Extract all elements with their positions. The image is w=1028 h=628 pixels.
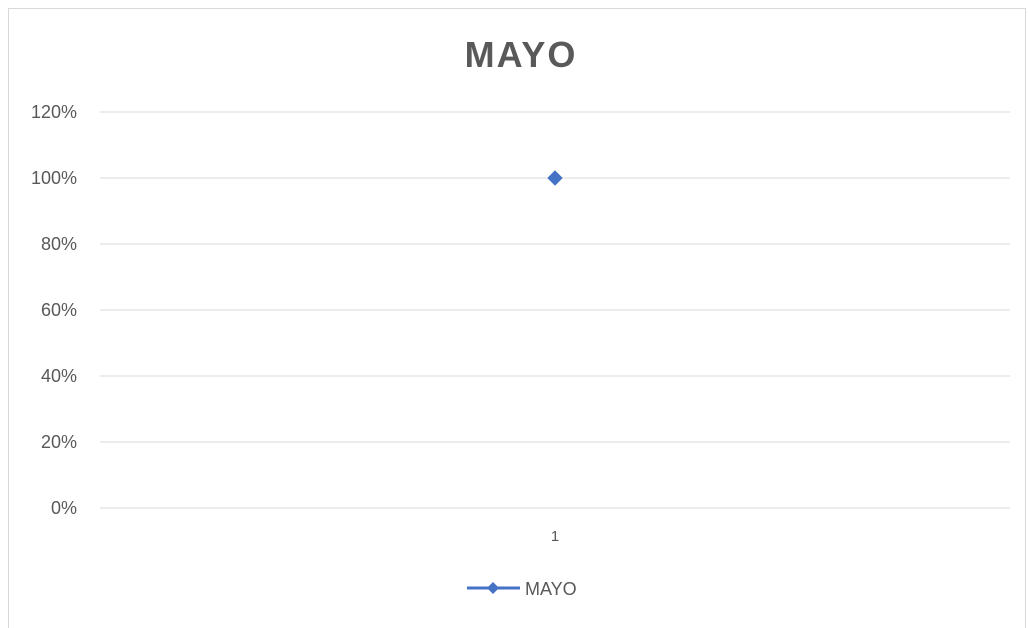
y-tick-label: 80% (41, 234, 77, 254)
y-tick-label: 40% (41, 366, 77, 386)
data-point-marker (547, 170, 563, 186)
y-tick-label: 100% (31, 168, 77, 188)
y-tick-label: 120% (31, 102, 77, 122)
legend-diamond-icon (487, 582, 499, 594)
chart-title: MAYO (465, 34, 578, 75)
chart-frame (8, 8, 1026, 628)
y-tick-label: 60% (41, 300, 77, 320)
legend: MAYO (467, 579, 577, 599)
x-category-label: 1 (551, 528, 559, 545)
y-tick-label: 0% (51, 498, 77, 518)
y-tick-label: 20% (41, 432, 77, 452)
x-axis-category-labels: 1 (551, 528, 559, 545)
legend-label: MAYO (525, 579, 577, 599)
grid-layer (100, 111, 1010, 509)
y-axis-tick-labels: 0% 20% 40% 60% 80% 100% 120% (31, 102, 77, 518)
series-layer (547, 170, 563, 186)
